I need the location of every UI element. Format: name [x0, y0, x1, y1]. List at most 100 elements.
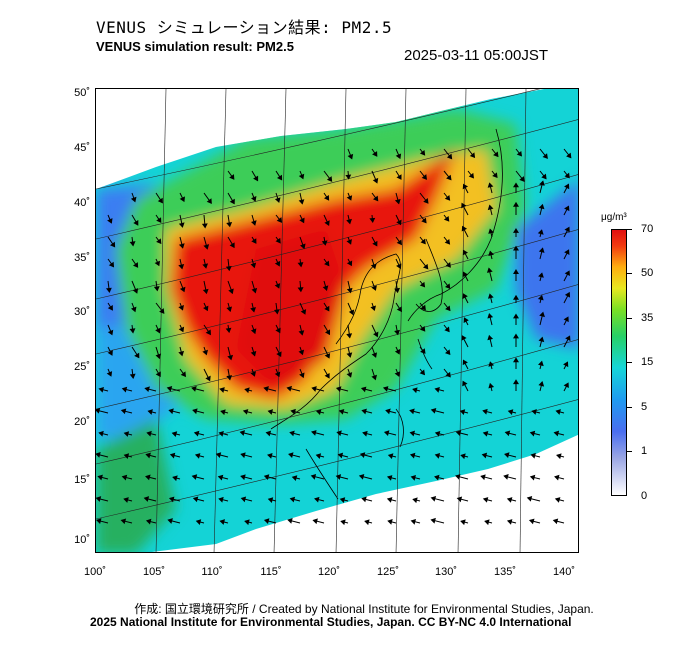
wind-arrowhead — [487, 334, 494, 341]
wind-arrowhead — [513, 379, 519, 385]
wind-arrowhead — [462, 293, 468, 299]
wind-arrowhead — [421, 174, 427, 180]
wind-arrowhead — [468, 172, 474, 179]
wind-arrowhead — [513, 245, 519, 251]
wind-arrowhead — [412, 497, 418, 504]
wind-arrowhead — [503, 474, 509, 480]
wind-arrowhead — [226, 306, 233, 313]
wind-arrowhead — [434, 474, 440, 481]
wind-arrowhead — [461, 335, 467, 341]
wind-arrowhead — [226, 375, 233, 381]
wind-arrowhead — [346, 287, 353, 294]
wind-arrowhead — [121, 386, 128, 393]
wind-arrowhead — [361, 408, 367, 415]
lon-label: 120˚ — [317, 566, 341, 578]
wind-arrowhead — [412, 387, 418, 394]
wind-arrowhead — [227, 354, 234, 361]
colorbar-label: 5 — [641, 401, 648, 413]
wind-arrowhead — [97, 474, 103, 481]
wind-arrowhead — [537, 229, 544, 235]
wind-arrowhead — [444, 326, 450, 333]
wind-arrowhead — [143, 496, 150, 502]
wind-arrowhead — [369, 217, 376, 223]
wind-arrowhead — [459, 409, 466, 415]
wind-arrowhead — [538, 336, 545, 343]
wind-arrowhead — [226, 221, 233, 228]
wind-arrowhead — [504, 452, 510, 458]
wind-arrowhead — [276, 217, 283, 223]
lon-label: 105˚ — [142, 566, 166, 578]
wind-arrowhead — [372, 195, 379, 202]
wind-arrowhead — [337, 452, 344, 459]
lon-label: 110˚ — [201, 566, 223, 578]
wind-arrowhead — [462, 359, 468, 366]
wind-arrowhead — [107, 350, 113, 356]
wind-arrowhead — [383, 430, 390, 436]
wind-arrowhead — [229, 174, 235, 180]
wind-arrowhead — [123, 431, 130, 437]
wind-arrowhead — [202, 263, 209, 269]
wind-arrowhead — [153, 286, 160, 292]
wind-arrowhead — [409, 452, 416, 459]
wind-arrowhead — [106, 371, 113, 377]
wind-arrowhead — [96, 496, 102, 502]
wind-arrowhead — [129, 373, 136, 379]
wind-arrowhead — [539, 311, 545, 318]
wind-arrowhead — [219, 387, 225, 393]
wind-arrowhead — [201, 223, 208, 229]
wind-arrowhead — [220, 409, 226, 416]
wind-arrowhead — [203, 305, 209, 312]
wind-arrowhead — [205, 329, 211, 336]
wind-arrowhead — [155, 327, 161, 334]
wind-arrowhead — [286, 385, 293, 392]
lat-label: 25˚ — [74, 361, 90, 373]
wind-arrowhead — [564, 270, 570, 277]
wind-arrowhead — [191, 386, 197, 392]
wind-arrowhead — [488, 361, 495, 367]
wind-arrowhead — [130, 196, 137, 203]
wind-arrowhead — [242, 409, 249, 415]
wind-arrowhead — [554, 474, 560, 481]
wind-arrowhead — [347, 153, 354, 160]
wind-arrowhead — [315, 409, 322, 415]
wind-arrowhead — [396, 174, 402, 180]
wind-arrowhead — [244, 519, 250, 526]
timestamp: 2025-03-11 05:00JST — [404, 47, 548, 64]
wind-arrowhead — [205, 375, 211, 382]
wind-arrowhead — [564, 183, 570, 190]
wind-arrowhead — [420, 348, 426, 354]
wind-arrowhead — [123, 453, 130, 459]
wind-arrowhead — [371, 352, 378, 358]
wind-arrowhead — [455, 474, 461, 480]
wind-arrowhead — [155, 371, 161, 378]
wind-arrowhead — [109, 241, 116, 248]
wind-arrowhead — [326, 176, 333, 182]
wind-arrowhead — [446, 153, 453, 160]
colorbar — [611, 229, 627, 496]
wind-arrowhead — [346, 195, 353, 201]
wind-arrowhead — [526, 495, 533, 502]
wind-arrowhead — [422, 263, 429, 270]
colorbar-tick — [626, 407, 632, 408]
wind-arrowhead — [482, 408, 488, 415]
lon-label: 130˚ — [434, 566, 458, 578]
wind-arrowhead — [531, 409, 537, 415]
wind-arrowhead — [145, 452, 151, 459]
wind-arrowhead — [267, 409, 274, 415]
wind-arrowhead — [339, 497, 346, 503]
wind-arrowhead — [462, 249, 469, 256]
wind-arrowhead — [487, 293, 494, 299]
wind-arrowhead — [120, 408, 127, 415]
wind-arrowhead — [444, 238, 451, 245]
wind-arrowhead — [297, 287, 304, 293]
wind-arrowhead — [107, 305, 113, 311]
wind-arrowhead — [513, 269, 519, 274]
wind-arrowhead — [461, 202, 467, 209]
colorbar-tick — [626, 229, 632, 230]
wind-arrowhead — [299, 372, 305, 379]
wind-arrowhead — [537, 294, 544, 301]
wind-arrowhead — [434, 452, 441, 459]
wind-arrowhead — [147, 409, 153, 415]
wind-arrowhead — [488, 250, 494, 257]
wind-arrowhead — [434, 430, 441, 437]
